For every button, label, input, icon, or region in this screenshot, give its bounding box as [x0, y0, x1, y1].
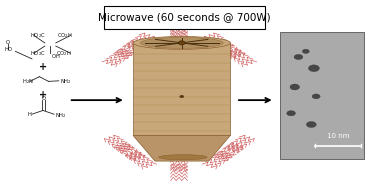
Ellipse shape: [312, 94, 320, 99]
Text: HO: HO: [4, 47, 12, 52]
Text: $\rm CO_2H$: $\rm CO_2H$: [57, 31, 73, 40]
Text: H: H: [27, 112, 31, 117]
Ellipse shape: [133, 36, 231, 49]
Ellipse shape: [302, 49, 309, 53]
Ellipse shape: [178, 41, 185, 45]
Ellipse shape: [287, 111, 296, 116]
Text: $\rm OH$: $\rm OH$: [51, 52, 61, 60]
Text: +: +: [39, 62, 47, 72]
Ellipse shape: [306, 122, 316, 128]
Bar: [280, 32, 364, 159]
Text: $\rm NH_2$: $\rm NH_2$: [59, 77, 72, 86]
FancyBboxPatch shape: [104, 6, 265, 29]
Text: $\rm H_2N$: $\rm H_2N$: [22, 77, 34, 86]
Text: Microwave (60 seconds @ 700W): Microwave (60 seconds @ 700W): [98, 13, 271, 22]
Ellipse shape: [140, 37, 223, 48]
Ellipse shape: [294, 54, 303, 60]
Bar: [133, 43, 231, 135]
Text: $\rm HO_2C$: $\rm HO_2C$: [30, 49, 46, 58]
Text: +: +: [39, 90, 47, 99]
Ellipse shape: [180, 95, 184, 98]
Text: O: O: [6, 40, 10, 45]
Ellipse shape: [290, 84, 300, 90]
Text: O: O: [42, 96, 46, 101]
Text: $\rm NH_2$: $\rm NH_2$: [55, 111, 67, 120]
Text: 10 nm: 10 nm: [327, 133, 349, 139]
Ellipse shape: [308, 65, 320, 72]
Polygon shape: [133, 135, 231, 161]
Ellipse shape: [159, 155, 207, 160]
Text: $\rm CO_2H$: $\rm CO_2H$: [56, 49, 72, 58]
Text: $\rm HO_2C$: $\rm HO_2C$: [30, 31, 46, 40]
